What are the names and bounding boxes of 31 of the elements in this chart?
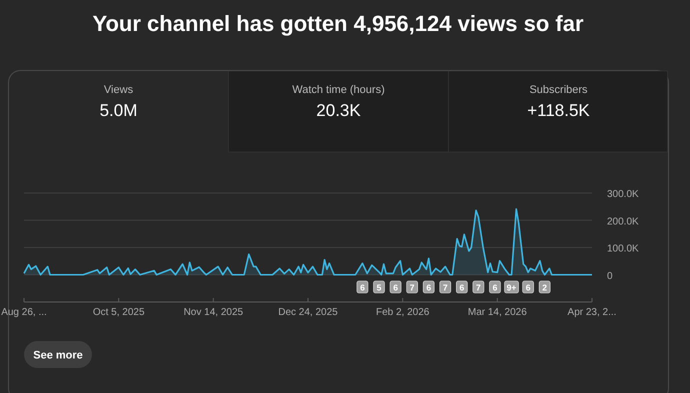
text: See more [33, 350, 83, 362]
annotation: 6 [393, 282, 398, 292]
y-tick-label: 300.0K [607, 189, 640, 200]
text: Views [104, 84, 134, 96]
x-tick-label: Dec 24, 2025 [278, 307, 338, 318]
text: Subscribers [529, 84, 588, 96]
x-tick-label: Mar 14, 2026 [468, 307, 528, 318]
annotation: 5 [376, 282, 382, 292]
annotation: 6 [492, 282, 498, 292]
annotation: 7 [410, 282, 415, 292]
annotation: 6 [426, 282, 432, 292]
x-tick-label: Feb 2, 2026 [376, 307, 430, 318]
annotation: 6 [526, 282, 531, 292]
annotation: 7 [442, 282, 448, 292]
text: +118.5K [527, 101, 590, 120]
y-tick-label: 100.0K [607, 244, 640, 254]
y-tick-label: 200.0K [607, 216, 640, 228]
annotation: 9+ [506, 282, 516, 292]
text: 20.3K [316, 101, 362, 120]
y-tick-label: 0 [607, 270, 613, 282]
x-tick-label: Apr 23, 2... [568, 307, 616, 318]
chart-title: Your channel has gotten 4,956,124 views so far [92, 11, 584, 36]
text: Watch time (hours) [292, 84, 385, 96]
annotation: 6 [459, 282, 464, 292]
x-tick-label: Aug 26, ... [1, 307, 47, 318]
x-tick-label: Nov 14, 2025 [184, 307, 244, 318]
text: 5.0M [100, 101, 138, 120]
x-tick-label: Oct 5, 2025 [92, 307, 145, 318]
annotation: 7 [476, 282, 482, 292]
annotation: 6 [360, 282, 366, 292]
annotation: 2 [542, 282, 548, 292]
